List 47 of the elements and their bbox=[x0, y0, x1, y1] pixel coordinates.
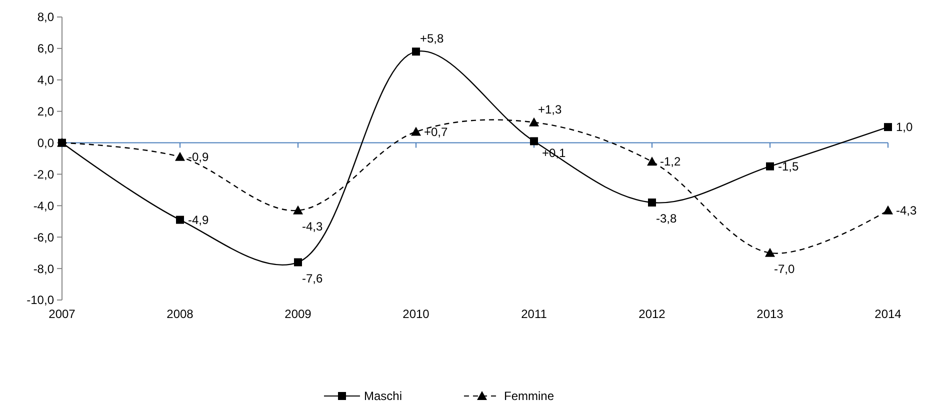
point bbox=[765, 248, 775, 257]
x-tick-label: 2011 bbox=[521, 307, 548, 321]
point bbox=[766, 162, 774, 170]
data-label: -7,0 bbox=[774, 262, 796, 276]
point bbox=[529, 117, 539, 126]
x-tick-label: 2008 bbox=[166, 307, 194, 321]
point bbox=[530, 137, 538, 146]
data-label: 1,0 bbox=[896, 120, 914, 134]
y-tick-label: 0,0 bbox=[37, 136, 54, 150]
point bbox=[884, 123, 892, 132]
y-tick-label: -8,0 bbox=[33, 262, 54, 276]
legend-label: Femmine bbox=[504, 389, 554, 404]
y-tick-label: -2,0 bbox=[33, 167, 54, 182]
point bbox=[648, 198, 656, 207]
point bbox=[883, 205, 893, 214]
y-tick-label: -10,0 bbox=[26, 293, 54, 308]
x-tick-label: 2007 bbox=[48, 307, 76, 321]
data-label: -4,3 bbox=[302, 219, 324, 234]
data-label: -0,9 bbox=[188, 150, 210, 164]
point bbox=[411, 126, 421, 136]
y-tick-label: 8,0 bbox=[37, 10, 54, 24]
data-label: +0,7 bbox=[424, 124, 448, 139]
data-label: -4,9 bbox=[188, 212, 210, 227]
x-tick-label: 2013 bbox=[756, 307, 784, 321]
x-tick-label: 2012 bbox=[638, 307, 666, 321]
y-tick-label: -4,0 bbox=[33, 198, 54, 213]
data-label: -1,2 bbox=[660, 154, 682, 169]
data-label: -7,6 bbox=[302, 271, 324, 286]
data-label: -3,8 bbox=[656, 212, 678, 226]
point bbox=[647, 156, 657, 166]
point bbox=[176, 216, 184, 224]
point bbox=[294, 258, 302, 266]
legend-label: Maschi bbox=[364, 389, 402, 404]
y-tick-label: 4,0 bbox=[37, 73, 54, 88]
data-label: -1,5 bbox=[778, 159, 800, 174]
data-label: -4,3 bbox=[896, 203, 918, 218]
data-label: +5,8 bbox=[420, 32, 444, 46]
point bbox=[412, 48, 420, 56]
y-tick-label: 2,0 bbox=[37, 104, 54, 119]
x-tick-label: 2010 bbox=[402, 307, 430, 321]
point bbox=[175, 152, 185, 161]
y-tick-label: -6,0 bbox=[33, 230, 54, 244]
x-tick-label: 2014 bbox=[874, 307, 902, 321]
x-tick-label: 2009 bbox=[284, 307, 312, 321]
point bbox=[293, 205, 303, 214]
data-label: +1,3 bbox=[538, 102, 562, 116]
y-tick-label: 6,0 bbox=[37, 42, 54, 56]
